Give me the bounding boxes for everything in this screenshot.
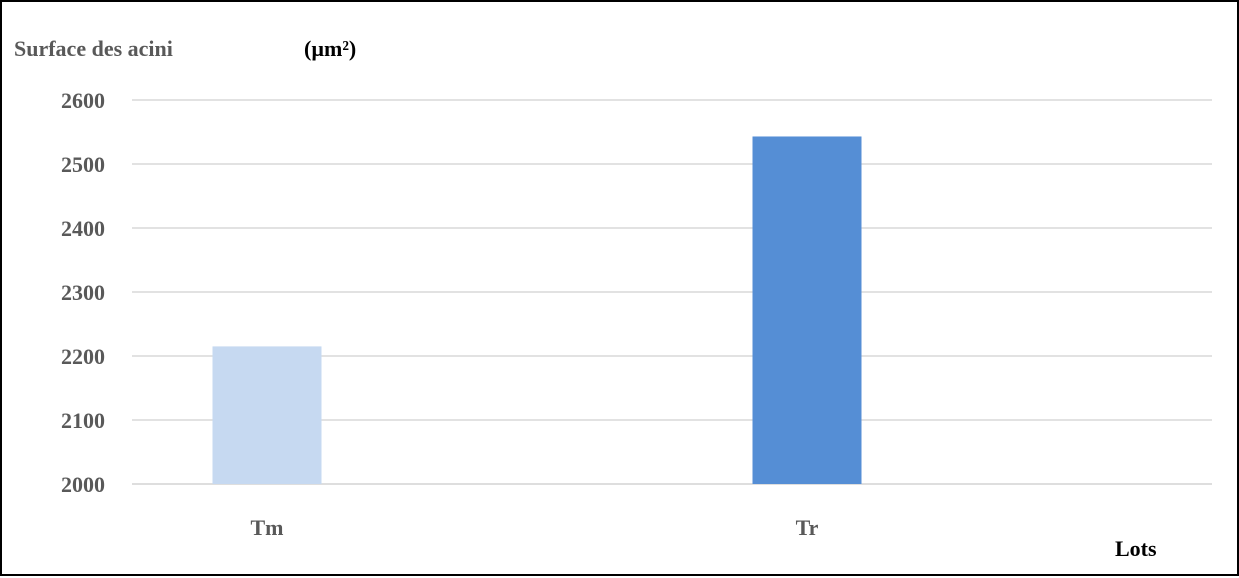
y-tick-labels: 2000 2100 2200 2300 2400 2500 2600: [61, 88, 105, 497]
y-tick-label: 2300: [61, 280, 105, 305]
x-tick-label: Tm: [251, 515, 284, 540]
bar-tm: [212, 346, 322, 484]
y-tick-label: 2200: [61, 344, 105, 369]
y-tick-label: 2400: [61, 216, 105, 241]
y-tick-label: 2500: [61, 152, 105, 177]
x-axis-label: Lots: [1115, 536, 1157, 561]
x-tick-label: Tr: [796, 515, 819, 540]
y-axis-unit: (µm²): [304, 36, 356, 61]
x-tick-labels: Tm Tr: [251, 515, 819, 540]
y-axis-label: Surface des acini: [14, 36, 173, 61]
y-tick-label: 2600: [61, 88, 105, 113]
bar-tr: [752, 136, 862, 485]
bars: [212, 136, 862, 485]
y-tick-label: 2000: [61, 472, 105, 497]
y-tick-label: 2100: [61, 408, 105, 433]
